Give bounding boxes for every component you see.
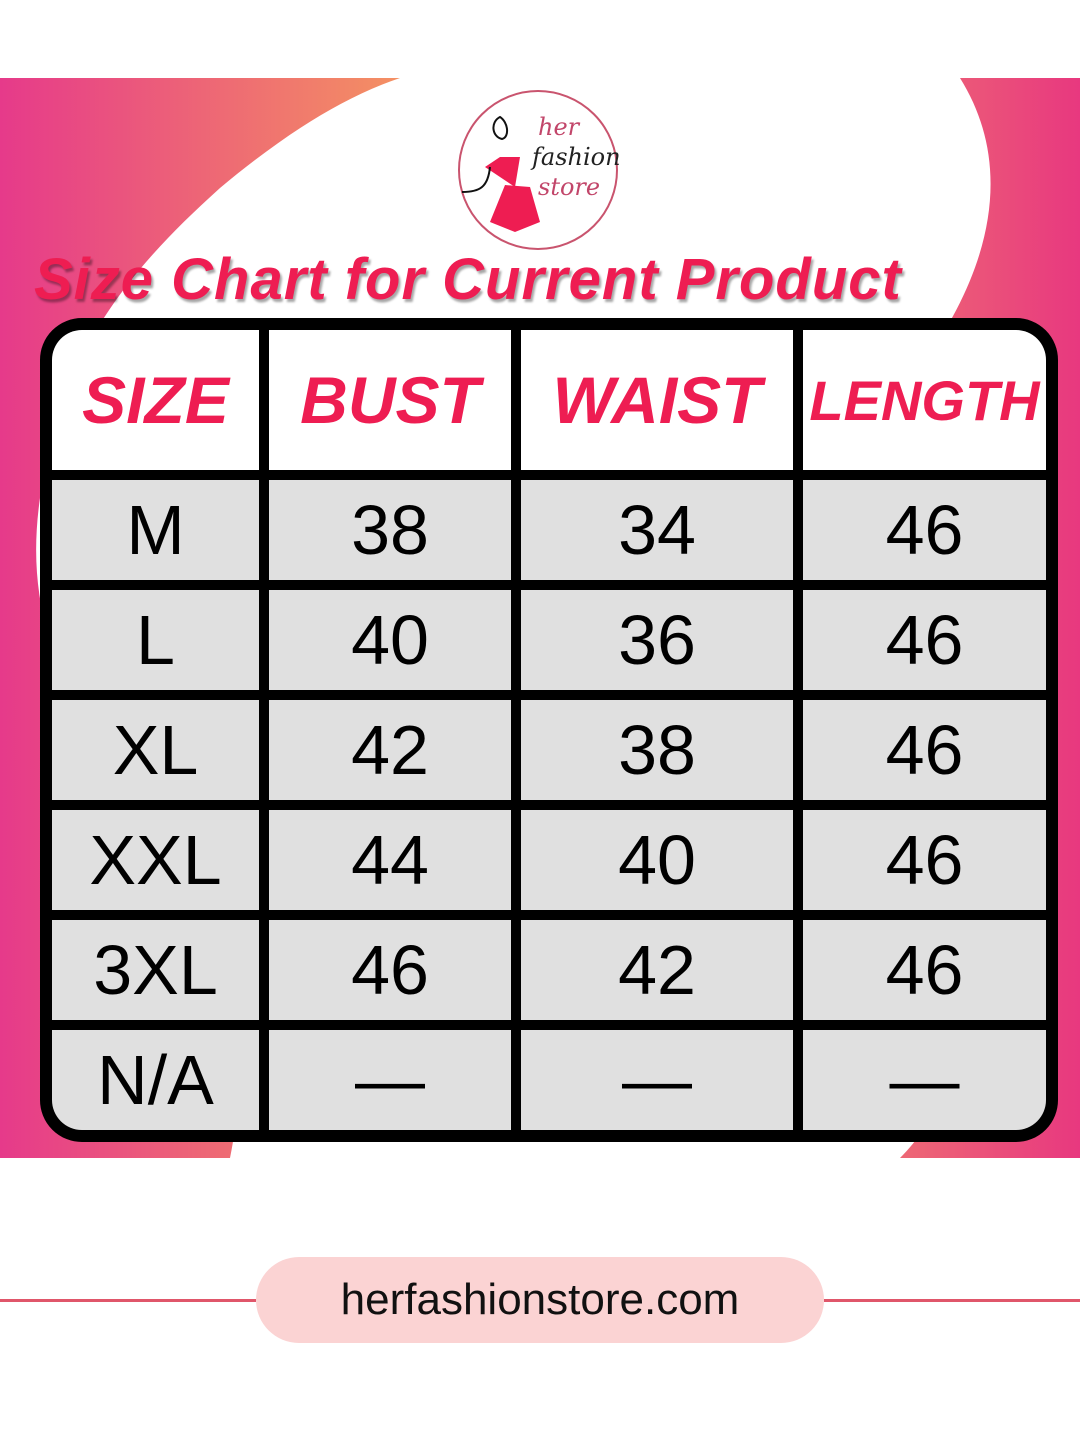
size-chart-table: SIZE BUST WAIST LENGTH M 38 34 46 L 40 3… bbox=[40, 318, 1058, 1142]
logo-text-her: her bbox=[538, 113, 580, 141]
cell-waist: 34 bbox=[521, 480, 793, 580]
cell-waist: 36 bbox=[521, 590, 793, 690]
header-waist: WAIST bbox=[521, 330, 793, 470]
header-length: LENGTH bbox=[803, 330, 1046, 470]
cell-bust: 46 bbox=[269, 920, 511, 1020]
header-bust: BUST bbox=[269, 330, 511, 470]
brand-logo: her fashion store bbox=[458, 90, 621, 250]
cell-bust: 42 bbox=[269, 700, 511, 800]
website-link[interactable]: herfashionstore.com bbox=[256, 1257, 824, 1343]
logo-text-store: store bbox=[538, 173, 601, 201]
footer-divider-right bbox=[824, 1299, 1080, 1302]
cell-length: 46 bbox=[803, 590, 1046, 690]
cell-length: 46 bbox=[803, 700, 1046, 800]
cell-bust: 40 bbox=[269, 590, 511, 690]
footer-divider-left bbox=[0, 1299, 256, 1302]
cell-waist: — bbox=[521, 1030, 793, 1130]
cell-size: XL bbox=[52, 700, 259, 800]
cell-waist: 38 bbox=[521, 700, 793, 800]
page-title: Size Chart for Current Product bbox=[34, 247, 902, 312]
cell-length: 46 bbox=[803, 810, 1046, 910]
cell-length: 46 bbox=[803, 920, 1046, 1020]
cell-waist: 42 bbox=[521, 920, 793, 1020]
cell-bust: — bbox=[269, 1030, 511, 1130]
logo-wordmark: her fashion store bbox=[532, 112, 621, 202]
cell-size: XXL bbox=[52, 810, 259, 910]
cell-bust: 38 bbox=[269, 480, 511, 580]
cell-size: M bbox=[52, 480, 259, 580]
cell-size: N/A bbox=[52, 1030, 259, 1130]
header-size: SIZE bbox=[52, 330, 259, 470]
cell-size: L bbox=[52, 590, 259, 690]
cell-waist: 40 bbox=[521, 810, 793, 910]
cell-length: — bbox=[803, 1030, 1046, 1130]
logo-text-fashion: fashion bbox=[532, 143, 621, 171]
cell-bust: 44 bbox=[269, 810, 511, 910]
dress-figure-icon bbox=[461, 115, 540, 232]
cell-length: 46 bbox=[803, 480, 1046, 580]
cell-size: 3XL bbox=[52, 920, 259, 1020]
